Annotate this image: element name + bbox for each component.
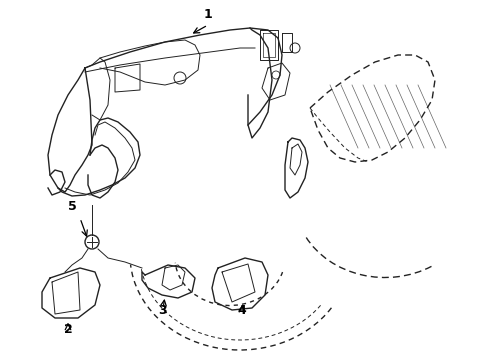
Text: 1: 1 [204, 8, 212, 21]
Text: 5: 5 [68, 200, 76, 213]
Text: 2: 2 [64, 323, 73, 336]
Text: 3: 3 [158, 304, 166, 317]
Text: 4: 4 [238, 304, 246, 317]
